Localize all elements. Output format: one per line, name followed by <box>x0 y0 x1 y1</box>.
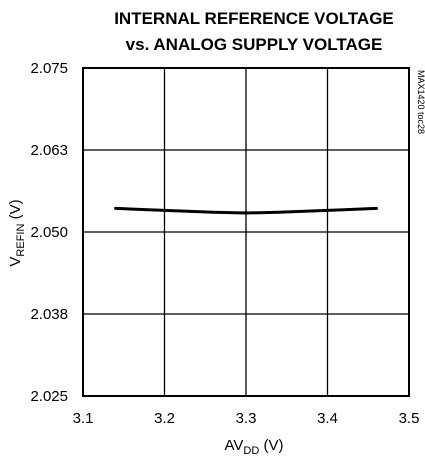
x-axis-label: AVDD (V) <box>225 437 284 457</box>
chart-title-line-2: vs. ANALOG SUPPLY VOLTAGE <box>126 35 383 54</box>
series-lines <box>114 206 378 215</box>
series-line <box>114 206 378 215</box>
grid-lines <box>83 68 409 396</box>
x-tick-label: 3.2 <box>154 410 175 427</box>
tick-labels: 3.1 3.2 3.3 3.4 3.5 2.025 2.038 2.050 2.063 2.075 <box>30 60 419 427</box>
y-tick-label: 2.063 <box>30 142 68 159</box>
figure-code: MAX1420 toc28 <box>416 70 425 134</box>
y-tick-label: 2.050 <box>30 224 68 241</box>
x-tick-label: 3.3 <box>236 410 257 427</box>
y-tick-label: 2.025 <box>30 388 68 405</box>
x-tick-label: 3.5 <box>399 410 420 427</box>
chart-title-line-1: INTERNAL REFERENCE VOLTAGE <box>114 9 394 28</box>
y-tick-label: 2.038 <box>30 306 68 323</box>
y-tick-label: 2.075 <box>30 60 68 77</box>
x-tick-label: 3.4 <box>317 410 338 427</box>
y-axis-label: VREFIN (V) <box>7 199 27 266</box>
x-tick-label: 3.1 <box>73 410 94 427</box>
plot-frame <box>82 67 410 397</box>
